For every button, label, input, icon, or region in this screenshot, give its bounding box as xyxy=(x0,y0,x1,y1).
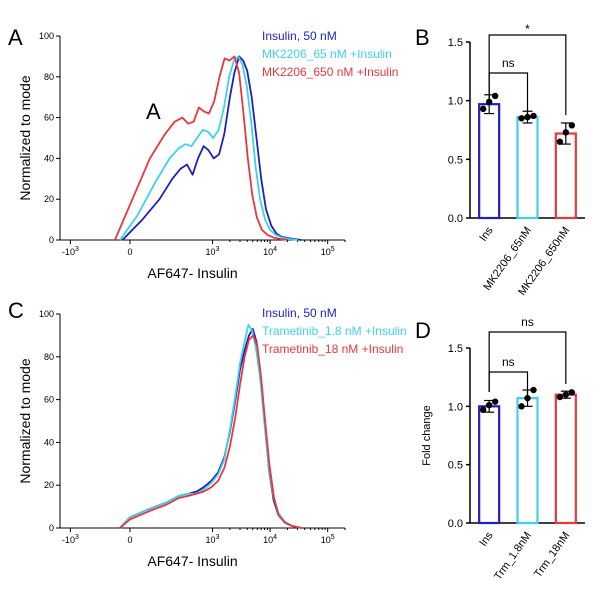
y-tick-label: 1.0 xyxy=(448,96,463,108)
y-tick-label: 0.0 xyxy=(448,518,463,530)
data-point xyxy=(530,386,537,394)
data-point xyxy=(562,129,570,136)
y-tick-label: 100 xyxy=(39,309,54,319)
bar xyxy=(516,397,539,525)
y-tick-label: 20 xyxy=(44,194,54,204)
y-tick-label: 0 xyxy=(49,523,54,533)
x-axis-label: AF647- Insulin xyxy=(147,265,237,281)
data-point xyxy=(518,403,525,410)
y-tick-label: 0.5 xyxy=(448,460,463,472)
data-point xyxy=(479,105,487,113)
panel-label-c: C xyxy=(8,298,24,323)
x-tick-label: 105 xyxy=(321,246,335,257)
x-tick-label: 0 xyxy=(127,535,132,545)
series-line-3 xyxy=(119,334,302,529)
y-axis-label: Normalized to mode xyxy=(17,358,33,483)
x-tick-label: -103 xyxy=(62,246,79,257)
y-tick-label: 1.0 xyxy=(448,401,463,413)
data-point xyxy=(530,112,537,120)
bar xyxy=(478,405,501,525)
y-tick-label: 80 xyxy=(44,352,54,362)
x-axis-label: AF647- Insulin xyxy=(147,553,237,569)
y-tick-label: 40 xyxy=(44,437,54,447)
data-point xyxy=(556,138,564,145)
x-category-label: Trm_18nM xyxy=(532,530,572,580)
series-line-2 xyxy=(119,55,298,241)
bar xyxy=(478,103,501,220)
legend-entry: Trametinib_18 nM +Insulin xyxy=(262,342,403,356)
data-point xyxy=(556,393,564,401)
y-tick-label: 60 xyxy=(44,113,54,123)
y-axis-label: Normalized to mode xyxy=(17,75,33,200)
y-tick-label: 0 xyxy=(49,235,54,245)
x-tick-label: -103 xyxy=(62,534,79,545)
bar xyxy=(516,115,539,220)
data-point xyxy=(491,398,499,405)
data-point xyxy=(491,92,499,100)
y-tick-label: 100 xyxy=(39,31,54,41)
y-tick-label: 60 xyxy=(44,395,54,405)
panel-label-b: B xyxy=(415,25,430,50)
x-tick-label: 103 xyxy=(206,246,220,257)
y-tick-label: 1.5 xyxy=(448,37,463,49)
series-line-1 xyxy=(121,55,302,241)
y-tick-label: 1.5 xyxy=(448,343,463,355)
x-tick-label: 105 xyxy=(321,534,335,545)
x-tick-label: 104 xyxy=(263,246,277,257)
significance-label: ns xyxy=(502,56,515,70)
data-point xyxy=(518,115,525,122)
data-point xyxy=(568,122,576,129)
legend-entry: Insulin, 50 nM xyxy=(262,306,337,320)
y-tick-label: 0.0 xyxy=(448,213,463,225)
series-line-3 xyxy=(114,55,288,241)
data-point xyxy=(562,391,570,398)
y-tick-label: 80 xyxy=(44,72,54,82)
y-tick-label: 20 xyxy=(44,480,54,490)
significance-label: ns xyxy=(521,315,534,329)
x-category-label: Trm_1.8nM xyxy=(492,530,534,583)
data-point xyxy=(479,406,487,414)
significance-label: ns xyxy=(502,355,515,369)
y-axis-label: Fold change xyxy=(421,405,433,466)
panel-label-a: A xyxy=(8,25,23,50)
legend-entry: MK2206_650 nM +Insulin xyxy=(262,65,398,79)
y-tick-label: 40 xyxy=(44,153,54,163)
annotation-label: A xyxy=(146,99,161,124)
bar-panel-B: 0.00.51.01.5InsMK2206_65nMMK2206_650nMns… xyxy=(448,22,585,298)
histogram-panel-A: 0 20 40 60 80 100 AF647- Insulin Normalized to … xyxy=(17,29,398,281)
legend-entry: Insulin, 50 nM xyxy=(262,29,337,43)
x-tick-label: 0 xyxy=(127,247,132,257)
legend-entry: MK2206_65 nM +Insulin xyxy=(262,47,392,61)
x-category-label: Ins xyxy=(477,529,496,548)
significance-bracket xyxy=(488,331,567,392)
bar xyxy=(554,393,577,525)
significance-bracket xyxy=(488,34,567,115)
histogram-panel-C: 0 20 40 60 80 100 AF647- Insulin Normalized to … xyxy=(17,306,407,569)
x-category-label: Ins xyxy=(477,224,496,243)
data-point xyxy=(524,113,531,121)
data-point xyxy=(485,401,493,409)
legend-entry: Trametinib_1.8 nM +Insulin xyxy=(262,324,407,338)
y-tick-label: 0.5 xyxy=(448,154,463,166)
data-point xyxy=(568,389,576,396)
panel-label-d: D xyxy=(415,318,431,343)
x-tick-label: 103 xyxy=(206,534,220,545)
x-tick-label: 104 xyxy=(263,534,277,545)
significance-label: * xyxy=(525,22,530,36)
bar xyxy=(554,132,577,220)
